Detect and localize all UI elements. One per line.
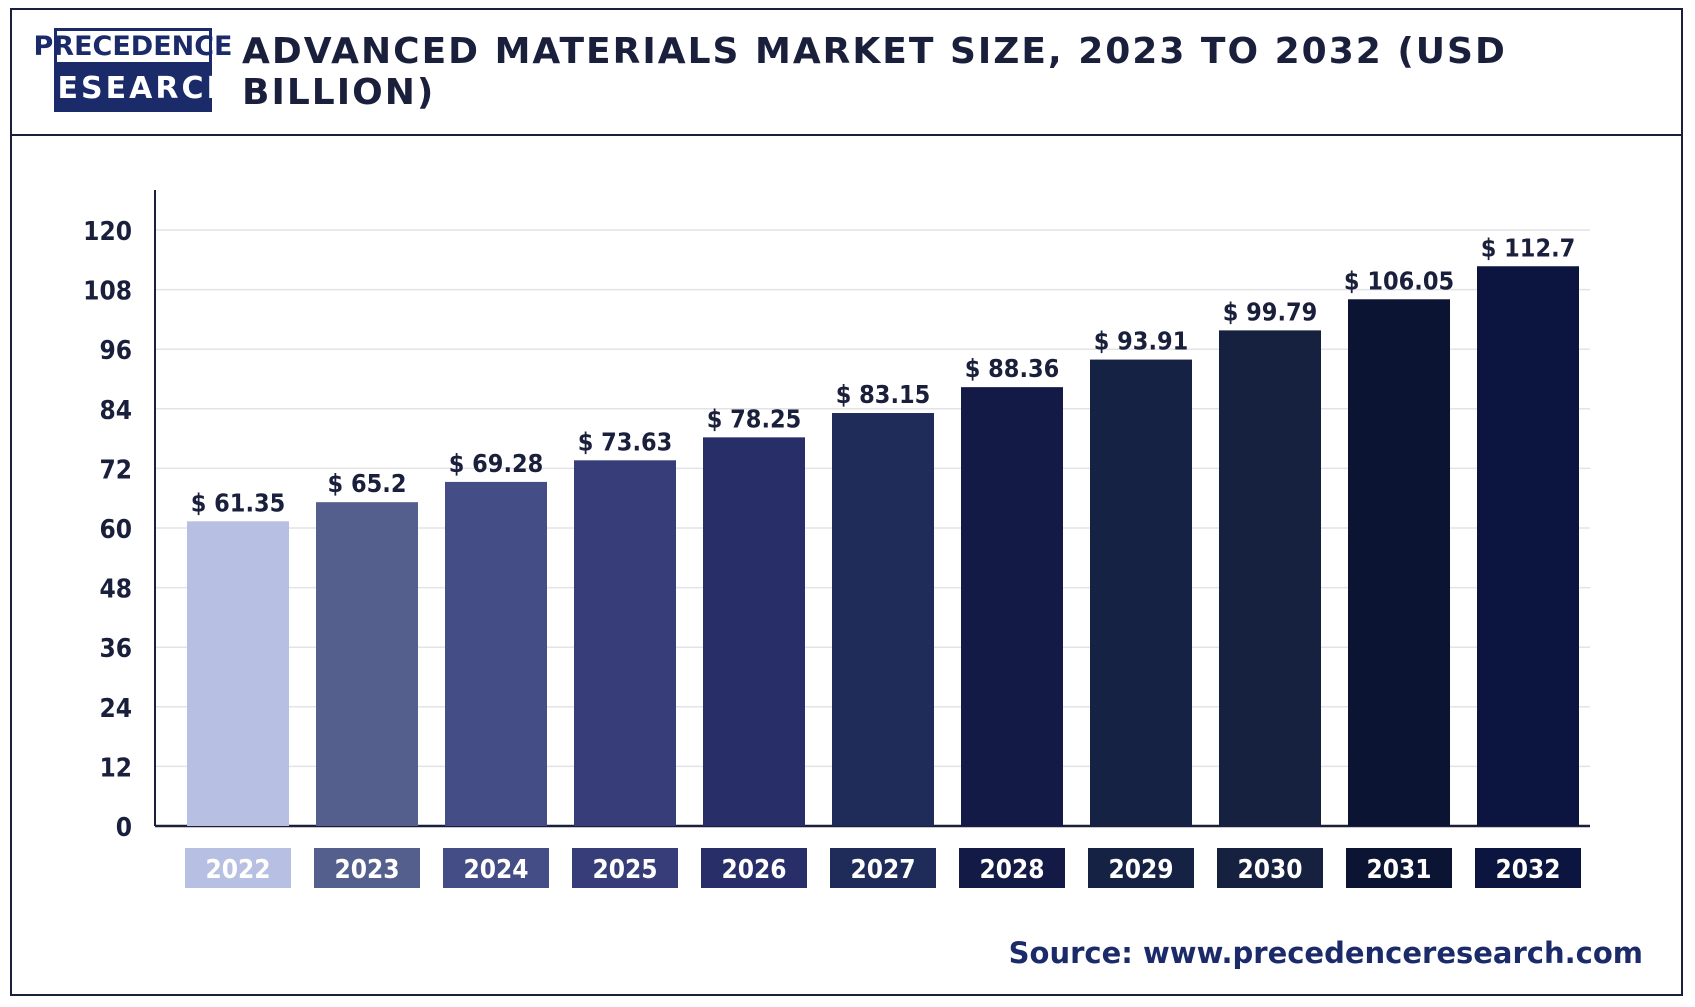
bar [187, 521, 289, 826]
bar [316, 502, 418, 826]
data-label: $ 106.05 [1344, 266, 1454, 295]
x-tick-label: 2030 [1237, 855, 1302, 885]
bar [961, 387, 1063, 826]
y-tick-label: 12 [99, 753, 132, 783]
category-label-box [572, 848, 678, 888]
data-label: $ 65.2 [328, 469, 407, 498]
category-label-box [443, 848, 549, 888]
category-label-box [1217, 848, 1323, 888]
source-text: Source: www.precedenceresearch.com [1008, 936, 1643, 970]
category-label-box [185, 848, 291, 888]
data-label: $ 93.91 [1094, 327, 1189, 356]
bar [445, 481, 547, 826]
x-tick-label: 2032 [1495, 855, 1560, 885]
category-label-box [959, 848, 1065, 888]
bar [1090, 359, 1192, 826]
header: PRECEDENCE RESEARCH ADVANCED MATERIALS M… [12, 10, 1681, 136]
category-label-box [1475, 848, 1581, 888]
y-tick-label: 84 [99, 396, 132, 426]
data-label: $ 112.7 [1481, 233, 1576, 262]
data-label: $ 61.35 [191, 488, 286, 517]
x-tick-label: 2025 [592, 855, 657, 885]
bar [1348, 299, 1450, 826]
x-tick-label: 2022 [205, 855, 270, 885]
category-label-box [830, 848, 936, 888]
y-tick-label: 0 [116, 813, 132, 843]
data-label: $ 88.36 [965, 354, 1060, 383]
y-tick-label: 120 [83, 217, 132, 247]
x-tick-label: 2029 [1108, 855, 1173, 885]
y-tick-label: 48 [99, 575, 132, 605]
chart-title: ADVANCED MATERIALS MARKET SIZE, 2023 TO … [242, 31, 1507, 113]
data-label: $ 73.63 [578, 427, 673, 456]
y-tick-label: 72 [99, 455, 132, 485]
y-tick-label: 60 [99, 515, 132, 545]
data-label: $ 78.25 [707, 404, 802, 433]
category-label-box [1088, 848, 1194, 888]
category-label-box [1346, 848, 1452, 888]
precedence-research-logo: PRECEDENCE RESEARCH [31, 28, 233, 112]
bar [574, 460, 676, 826]
x-tick-label: 2023 [334, 855, 399, 885]
bar [703, 437, 805, 826]
y-tick-label: 108 [83, 277, 132, 307]
x-tick-label: 2031 [1366, 855, 1431, 885]
y-tick-label: 96 [99, 336, 132, 366]
y-tick-label: 24 [99, 694, 132, 724]
bar [1219, 330, 1321, 826]
bar [1477, 266, 1579, 826]
data-label: $ 83.15 [836, 380, 931, 409]
category-label-box [314, 848, 420, 888]
x-tick-label: 2024 [463, 855, 528, 885]
x-tick-label: 2027 [850, 855, 915, 885]
x-tick-label: 2026 [721, 855, 786, 885]
bar [832, 413, 934, 826]
data-label: $ 99.79 [1223, 297, 1318, 326]
data-label: $ 69.28 [449, 449, 544, 478]
category-label-box [701, 848, 807, 888]
logo-bottom-text: RESEARCH [31, 65, 232, 112]
y-tick-label: 36 [99, 634, 132, 664]
x-tick-label: 2028 [979, 855, 1044, 885]
logo-top-text: PRECEDENCE [34, 28, 233, 65]
